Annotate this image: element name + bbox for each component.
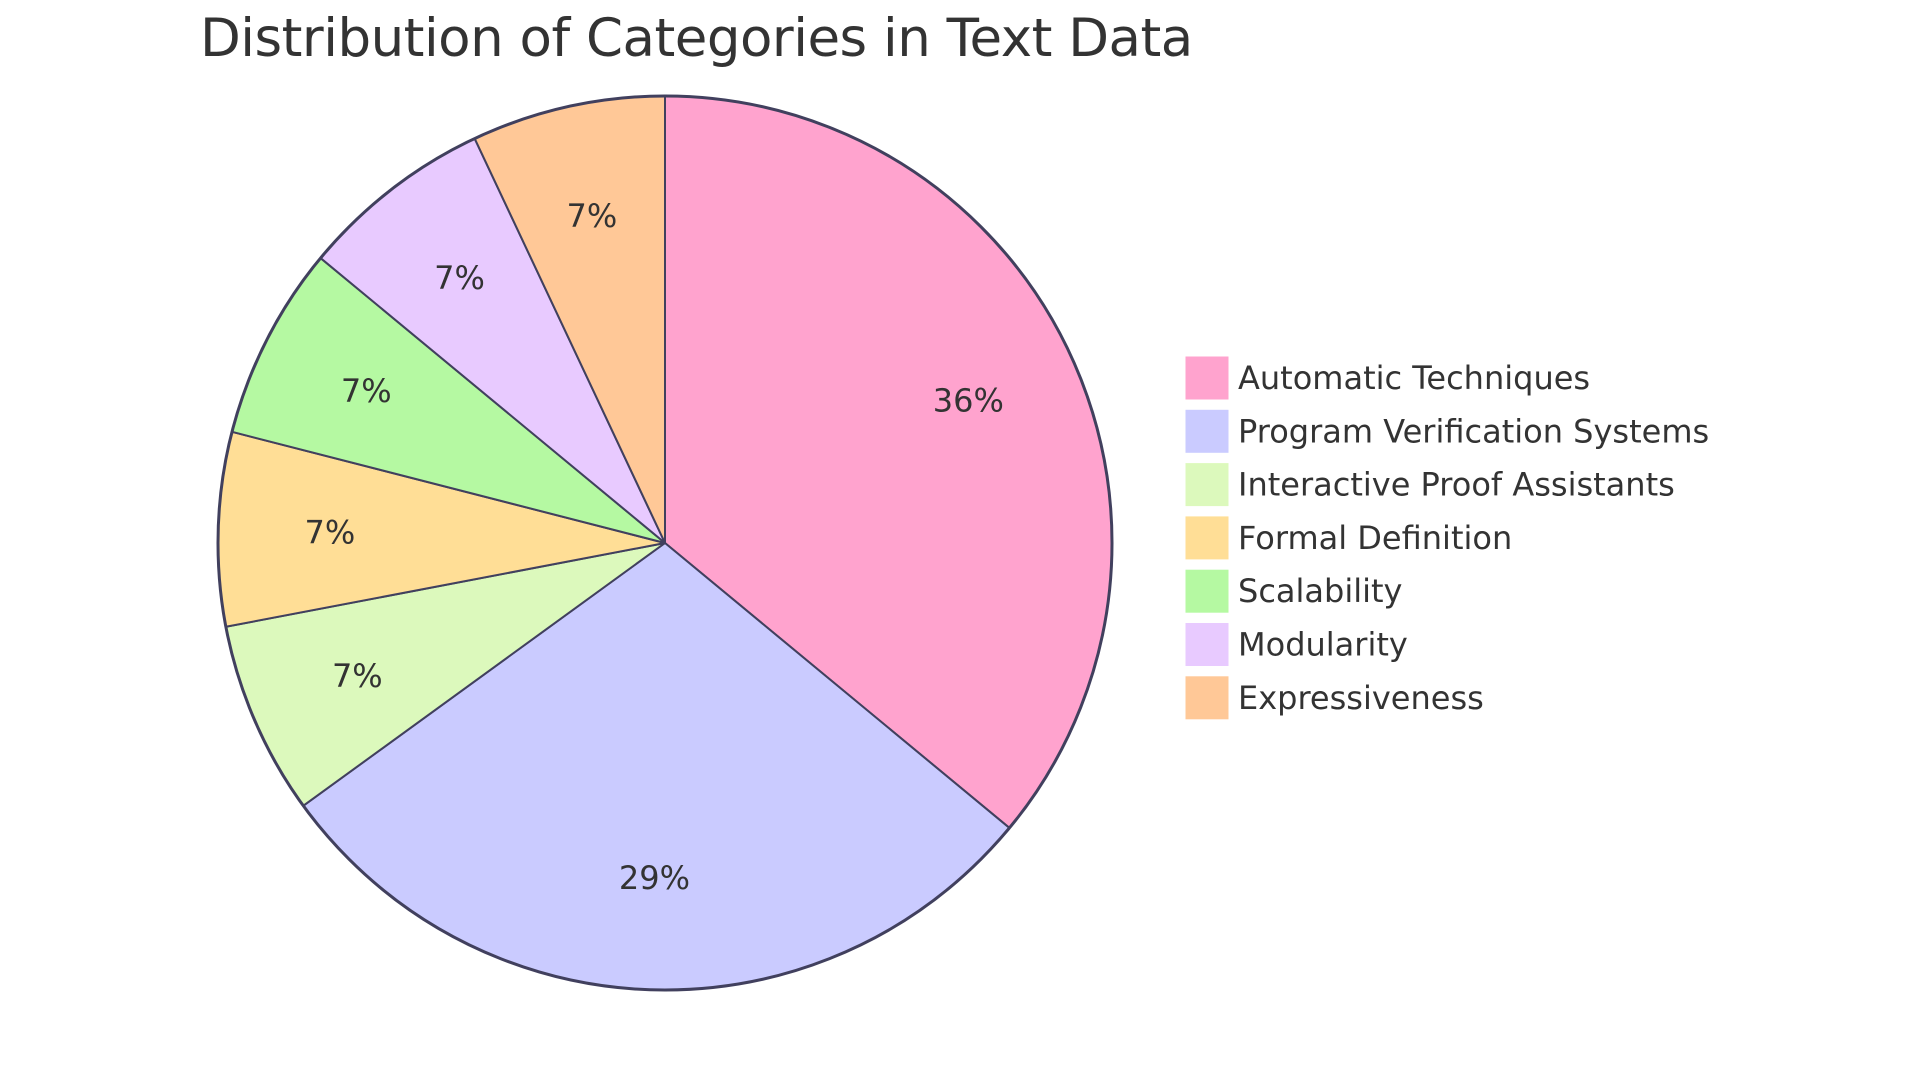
legend-label-automatic-techniques: Automatic Techniques xyxy=(1238,359,1590,397)
legend-label-program-verification-systems: Program Verification Systems xyxy=(1238,412,1709,450)
slice-label-formal-definition: 7% xyxy=(305,513,356,551)
legend: Automatic Techniques Program Verification… xyxy=(1184,355,1709,721)
slice-label-interactive-proof-assistants: 7% xyxy=(332,657,383,695)
legend-label-modularity: Modularity xyxy=(1238,626,1408,664)
legend-label-scalability: Scalability xyxy=(1238,572,1402,610)
slice-labels: 36% 29% 7% 7% 7% 7% 7% xyxy=(305,197,1004,897)
slice-label-scalability: 7% xyxy=(341,372,392,410)
legend-label-formal-definition: Formal Definition xyxy=(1238,519,1512,557)
legend-swatch-interactive-proof-assistants xyxy=(1184,462,1230,508)
slice-label-expressiveness: 7% xyxy=(566,197,617,235)
legend-swatch-automatic-techniques xyxy=(1184,355,1230,401)
pie-slices xyxy=(216,94,1114,992)
legend-swatch-program-verification-systems xyxy=(1184,408,1230,454)
pie-outline xyxy=(216,94,1114,992)
legend-swatch-modularity xyxy=(1184,622,1230,667)
legend-swatch-scalability xyxy=(1184,568,1230,614)
legend-swatch-expressiveness xyxy=(1184,675,1230,721)
slice-label-program-verification-systems: 29% xyxy=(619,859,690,897)
legend-label-expressiveness: Expressiveness xyxy=(1238,679,1484,717)
slice-label-automatic-techniques: 36% xyxy=(933,381,1004,419)
chart-title: Distribution of Categories in Text Data xyxy=(200,8,1193,69)
legend-label-interactive-proof-assistants: Interactive Proof Assistants xyxy=(1238,466,1675,504)
legend-swatch-formal-definition xyxy=(1184,515,1230,561)
slice-label-modularity: 7% xyxy=(434,259,485,297)
